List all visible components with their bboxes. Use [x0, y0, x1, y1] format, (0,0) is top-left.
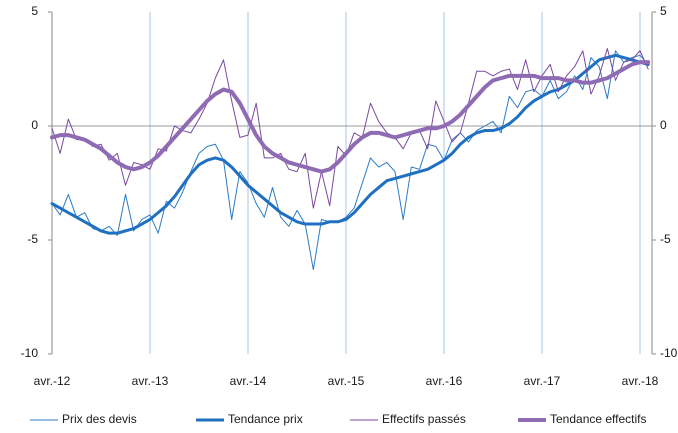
y2-tick-label: -5 [660, 232, 671, 246]
x-tick-label: avr.-16 [426, 374, 463, 388]
y-tick-label: 0 [31, 118, 38, 132]
x-tick-label: avr.-18 [622, 374, 659, 388]
legend-label: Effectifs passés [382, 412, 466, 426]
x-tick-label: avr.-13 [132, 374, 169, 388]
x-tick-label: avr.-15 [328, 374, 365, 388]
legend-label: Tendance prix [228, 412, 303, 426]
legend-label: Tendance effectifs [550, 412, 647, 426]
y2-tick-label: 0 [660, 118, 667, 132]
y-tick-label: -5 [27, 232, 38, 246]
y2-tick-label: -10 [660, 346, 678, 360]
y-tick-label: -10 [21, 346, 39, 360]
series-line [51, 50, 649, 271]
y-tick-label: 5 [31, 4, 38, 18]
legend-label: Prix des devis [62, 412, 137, 426]
x-tick-label: avr.-17 [524, 374, 561, 388]
series-line [50, 60, 651, 174]
series-line [51, 47, 649, 209]
y2-tick-label: 5 [660, 4, 667, 18]
x-tick-label: avr.-14 [230, 374, 267, 388]
series-line [50, 53, 650, 235]
x-tick-label: avr.-12 [34, 374, 71, 388]
